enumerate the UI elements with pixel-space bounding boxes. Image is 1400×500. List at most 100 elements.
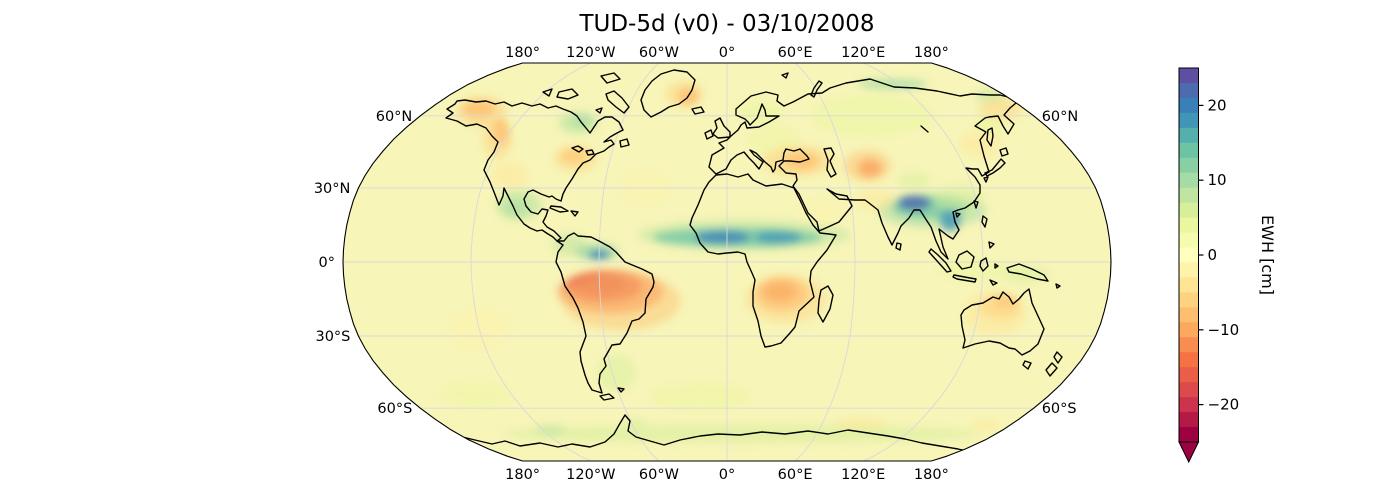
colorbar-tick-label: −10	[1208, 321, 1240, 339]
coastline	[556, 88, 579, 100]
coastline	[689, 173, 837, 348]
colorbar-segment	[1179, 187, 1199, 204]
map: 180° 180° 120°W 120°W 60°W 60°W 0° 0° 60°E 60°E 12…	[314, 45, 1112, 483]
anomaly-antarctic-peninsula-teal	[623, 418, 647, 429]
lon-label-bottom: 0°	[719, 467, 735, 483]
colorbar-segment	[1179, 382, 1199, 398]
anomaly-pamir-halo	[843, 150, 891, 182]
coastline	[1006, 263, 1049, 282]
coastlines	[445, 69, 1063, 459]
colorbar-segment	[1179, 322, 1199, 338]
coastline	[952, 274, 977, 283]
anomaly-scandinavia	[737, 100, 784, 123]
anomaly-east-greenland-halo	[665, 80, 703, 108]
coastline	[994, 263, 999, 269]
lon-label-top: 60°E	[778, 45, 813, 61]
coastline	[570, 210, 579, 217]
anomaly-south-pacific	[439, 381, 512, 408]
lon-label-bottom: 120°W	[566, 467, 615, 483]
anomaly-nw-india	[857, 189, 896, 212]
colorbar-tick-label: 20	[1208, 96, 1227, 114]
coastline	[979, 257, 989, 272]
coastline	[640, 69, 696, 118]
coastline	[599, 393, 615, 401]
colorbar-segment	[1179, 142, 1199, 159]
colorbar-segment	[1179, 292, 1199, 308]
colorbar-segment	[1179, 277, 1199, 293]
anomaly-north-australia-halo	[963, 291, 1027, 336]
coastline	[585, 149, 595, 156]
colorbar-segment	[1179, 127, 1199, 144]
colorbar-segment	[1179, 157, 1199, 174]
lat-label-left: 60°S	[377, 401, 412, 417]
colorbar-axis-label: EWH [cm]	[1258, 215, 1277, 295]
colorbar-extend-min-arrow	[1178, 441, 1200, 464]
lon-label-top: 0°	[719, 45, 735, 61]
coastline	[781, 72, 789, 79]
coastline	[691, 106, 705, 115]
coastline	[823, 147, 837, 178]
colorbar-segment	[1179, 217, 1199, 234]
coastline	[595, 107, 603, 114]
anomaly-sahel-core-west	[695, 230, 751, 244]
lat-label-left: 30°N	[314, 181, 351, 197]
colorbar-segment	[1179, 172, 1199, 189]
coastline	[542, 88, 553, 97]
coastline	[989, 279, 998, 286]
lat-label-left: 0°	[319, 255, 335, 271]
anomaly-ross-orange	[971, 420, 1000, 432]
coastline	[981, 215, 988, 228]
anomaly-tibet-green	[897, 171, 930, 190]
colorbar-segment	[1179, 112, 1199, 129]
anomaly-europe-green	[747, 125, 800, 153]
coastline	[1022, 360, 1032, 370]
anomaly-anatolia-caucasus-halo	[762, 145, 833, 177]
colorbar-tick-label: 0	[1208, 246, 1218, 264]
colorbar-segment	[1179, 202, 1199, 219]
colorbar-segment	[1179, 352, 1199, 368]
colorbar-tick-label: 10	[1208, 171, 1227, 189]
lon-label-bottom: 180°	[914, 467, 949, 483]
map-outline	[342, 62, 1112, 462]
graticule-labels: 180° 180° 120°W 120°W 60°W 60°W 0° 0° 60°E 60°E 12…	[314, 45, 1078, 483]
lon-label-bottom: 120°E	[841, 467, 885, 483]
coastline	[445, 99, 624, 242]
coastline	[619, 138, 630, 148]
coastline	[928, 248, 952, 273]
lon-label-bottom: 180°	[505, 467, 540, 483]
anomaly-south-atlantic	[650, 383, 751, 411]
colorbar-segment	[1179, 232, 1199, 249]
coastline	[895, 242, 902, 251]
coastline	[986, 127, 994, 147]
anomaly-ganges-core	[897, 195, 931, 211]
anomaly-arctic-siberia-coast	[857, 78, 927, 90]
anomaly-mexico-core	[503, 198, 529, 217]
colorbar: 20 10 0 −10 −20 EWH [cm]	[1178, 67, 1277, 464]
coastline	[973, 200, 979, 209]
lat-label-left: 60°N	[376, 109, 413, 125]
coastline	[1053, 351, 1063, 364]
lon-label-top: 180°	[914, 45, 949, 61]
colorbar-segment	[1179, 307, 1199, 323]
lon-label-top: 120°W	[566, 45, 615, 61]
colorbar-segment	[1179, 82, 1199, 99]
coastline	[984, 158, 1006, 177]
colorbar-segment	[1179, 397, 1199, 413]
colorbar-segment	[1179, 97, 1199, 114]
anomaly-vietnam-core	[939, 209, 961, 232]
anomaly-east-antarctica-orange	[836, 418, 888, 429]
anomaly-hudson-bay-core	[570, 113, 592, 127]
lat-label-right: 60°N	[1042, 109, 1079, 125]
coastline	[600, 72, 621, 84]
coastline	[983, 176, 989, 183]
coastline	[712, 117, 731, 139]
plot-title: TUD-5d (v0) - 03/10/2008	[579, 11, 875, 37]
coastline	[549, 205, 569, 213]
coastline	[999, 147, 1009, 157]
coastline	[817, 285, 834, 323]
coastline	[920, 125, 929, 133]
colorbar-segment	[1179, 68, 1199, 84]
coastline	[704, 129, 714, 140]
coastline	[617, 387, 625, 393]
